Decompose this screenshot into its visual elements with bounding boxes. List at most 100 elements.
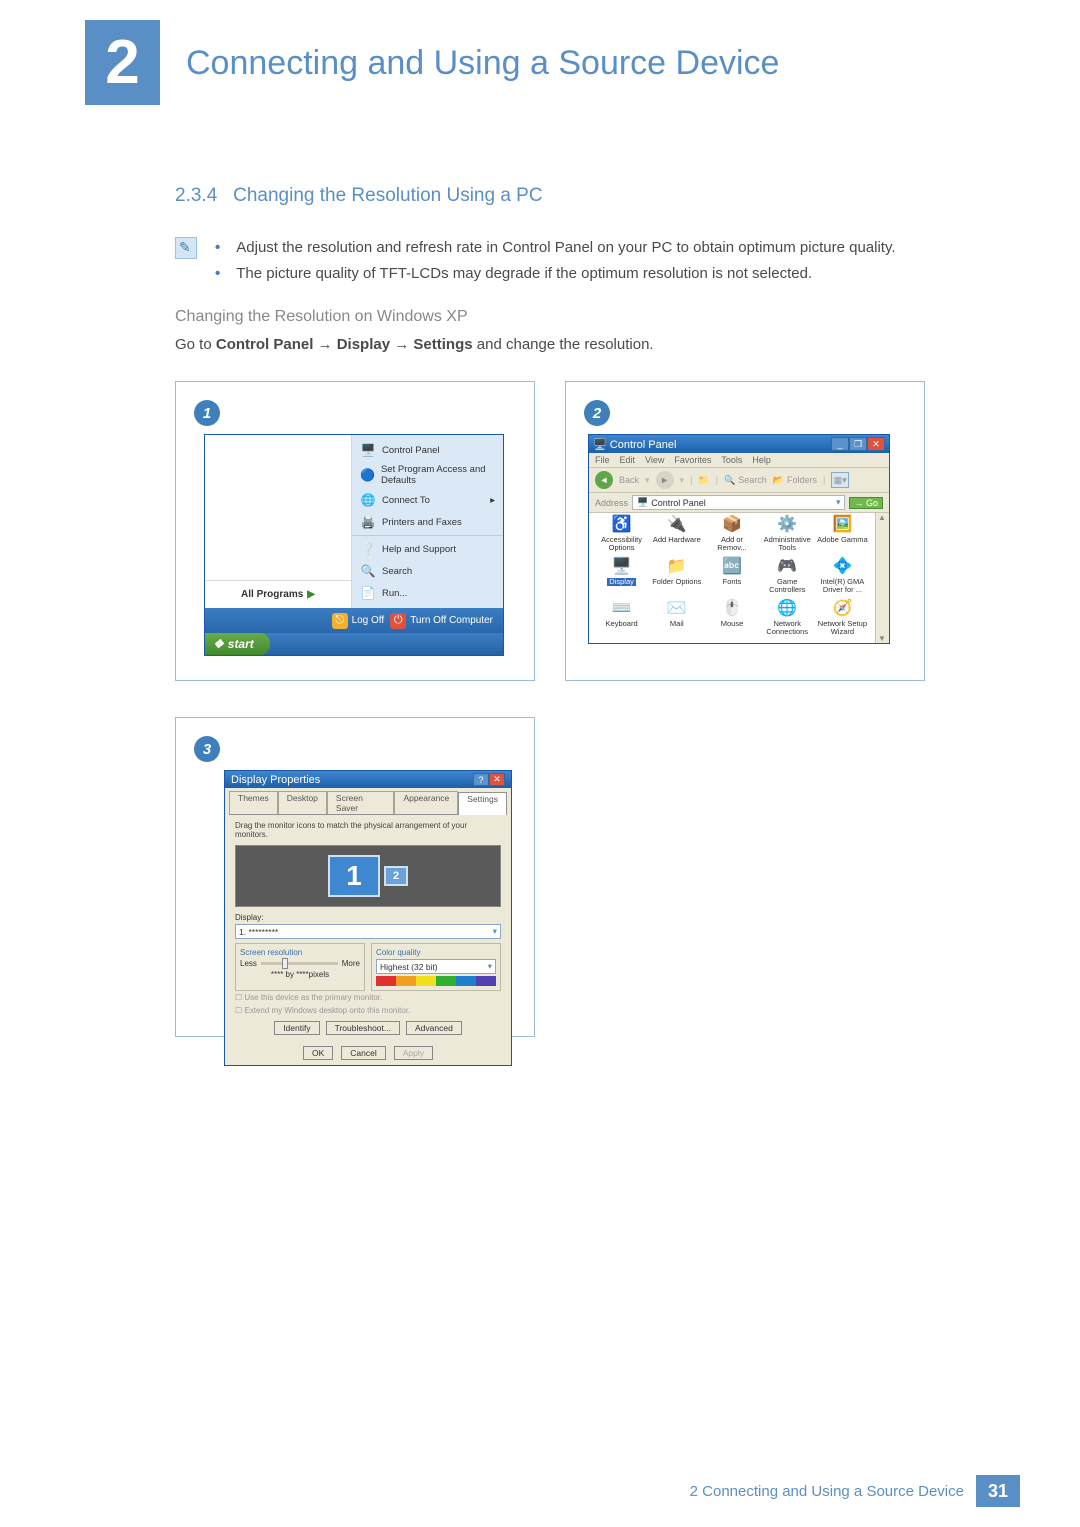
advanced-button[interactable]: Advanced — [406, 1021, 462, 1035]
menu-view[interactable]: View — [645, 455, 664, 465]
cp-item-label: Adobe Gamma — [817, 536, 867, 544]
all-programs-button[interactable]: All Programs ▶ — [205, 580, 351, 608]
control-panel-window: 🖥️ Control Panel _ ❐ ✕ FileEditViewFavor… — [588, 434, 890, 644]
menu-edit[interactable]: Edit — [620, 455, 636, 465]
cp-item[interactable]: 🖥️Display — [595, 559, 648, 599]
tab-settings[interactable]: Settings — [458, 792, 507, 815]
ok-button[interactable]: OK — [303, 1046, 333, 1060]
primary-monitor-checkbox[interactable]: ☐ Use this device as the primary monitor… — [235, 991, 501, 1004]
menu-help[interactable]: Help — [752, 455, 771, 465]
cp-item-icon: 🖼️ — [832, 517, 852, 535]
cp-item[interactable]: 🖱️Mouse — [705, 601, 758, 641]
instruction: Go to Control Panel → Display → Settings… — [175, 336, 970, 353]
menu-file[interactable]: File — [595, 455, 610, 465]
menu-tools[interactable]: Tools — [721, 455, 742, 465]
start-menu-item[interactable]: 🖨️Printers and Faxes — [352, 511, 503, 533]
tab-screen-saver[interactable]: Screen Saver — [327, 791, 395, 814]
cp-item[interactable]: ⚙️Administrative Tools — [761, 517, 814, 557]
start-menu-item[interactable]: ❔Help and Support — [352, 538, 503, 560]
start-menu-item[interactable]: 🖥️Control Panel — [352, 439, 503, 461]
help-button[interactable]: ? — [473, 773, 489, 786]
cp-item-label: Network Connections — [761, 620, 814, 636]
cp-item[interactable]: 🎮Game Controllers — [761, 559, 814, 599]
identify-button[interactable]: Identify — [274, 1021, 319, 1035]
monitor-1[interactable]: 1 — [328, 855, 380, 897]
cp-item[interactable]: 🖼️Adobe Gamma — [816, 517, 869, 557]
troubleshoot-button[interactable]: Troubleshoot... — [326, 1021, 400, 1035]
search-button[interactable]: 🔍Search — [724, 475, 767, 486]
cp-item-icon: 💠 — [832, 559, 852, 577]
cp-item-label: Game Controllers — [761, 578, 814, 594]
cp-item-label: Network Setup Wizard — [816, 620, 869, 636]
start-menu-item[interactable]: 🔵 Set Program Access and Defaults — [352, 461, 503, 489]
menu-favorites[interactable]: Favorites — [674, 455, 711, 465]
monitor-2[interactable]: 2 — [384, 866, 408, 886]
close-button[interactable]: ✕ — [867, 437, 885, 451]
screenshot-2: 2 🖥️ Control Panel _ ❐ ✕ FileEditViewFav… — [565, 381, 925, 681]
cp-item[interactable]: 🧭Network Setup Wizard — [816, 601, 869, 641]
cp-item[interactable]: 💠Intel(R) GMA Driver for ... — [816, 559, 869, 599]
maximize-button[interactable]: ❐ — [849, 437, 867, 451]
address-field[interactable]: 🖥️ Control Panel ▾ — [632, 495, 845, 510]
close-button[interactable]: ✕ — [489, 773, 505, 786]
folders-button[interactable]: 📂Folders — [773, 475, 817, 486]
scrollbar[interactable] — [875, 513, 889, 643]
screenshot-badge-2: 2 — [584, 400, 610, 426]
extend-desktop-checkbox[interactable]: ☐ Extend my Windows desktop onto this mo… — [235, 1004, 501, 1017]
chapter-number-badge: 2 — [85, 20, 160, 105]
menu-item-label: Connect To — [382, 495, 430, 506]
menu-item-label: Printers and Faxes — [382, 517, 462, 528]
menu-item-label: Set Program Access and Defaults — [381, 464, 495, 486]
note-bullet-2: The picture quality of TFT-LCDs may degr… — [236, 261, 812, 287]
color-quality-select[interactable]: Highest (32 bit) ▾ — [376, 959, 496, 974]
menu-item-icon: 🖥️ — [360, 442, 376, 458]
back-button[interactable]: ◄ — [595, 471, 613, 489]
menu-item-icon: 🔵 — [360, 467, 375, 483]
cp-item[interactable]: 📦Add or Remov... — [705, 517, 758, 557]
forward-button[interactable]: ► — [656, 471, 674, 489]
cp-item[interactable]: 📁Folder Options — [650, 559, 703, 599]
cp-item[interactable]: 🌐Network Connections — [761, 601, 814, 641]
cp-item[interactable]: ♿Accessibility Options — [595, 517, 648, 557]
go-button[interactable]: → Go — [849, 497, 883, 509]
cp-item-icon: 🖱️ — [722, 601, 742, 619]
cp-item-label: Accessibility Options — [595, 536, 648, 552]
cp-item-label: Fonts — [723, 578, 742, 586]
cp-item-label: Mouse — [721, 620, 744, 628]
footer-text: 2 Connecting and Using a Source Device — [690, 1483, 964, 1500]
logoff-button[interactable]: ⎋ Log Off — [332, 613, 385, 629]
resolution-slider[interactable]: Less More — [240, 959, 360, 968]
monitor-preview[interactable]: 1 2 — [235, 845, 501, 907]
power-icon: ⏻ — [390, 613, 406, 629]
start-menu-item[interactable]: 🌐Connect To▸ — [352, 489, 503, 511]
cp-item[interactable]: ⌨️Keyboard — [595, 601, 648, 641]
cp-item[interactable]: ✉️Mail — [650, 601, 703, 641]
display-select[interactable]: 1. ********* ▾ — [235, 924, 501, 939]
minimize-button[interactable]: _ — [831, 437, 849, 451]
cp-item-label: Mail — [670, 620, 684, 628]
turnoff-button[interactable]: ⏻ Turn Off Computer — [390, 613, 493, 629]
start-menu-item[interactable]: 🔍Search — [352, 560, 503, 582]
tab-desktop[interactable]: Desktop — [278, 791, 327, 814]
screenshot-3: 3 Display Properties ? ✕ ThemesDesktopSc… — [175, 717, 535, 1037]
tab-themes[interactable]: Themes — [229, 791, 278, 814]
start-menu-item[interactable]: 📄Run... — [352, 582, 503, 604]
cp-item[interactable]: 🔤Fonts — [705, 559, 758, 599]
address-label: Address — [595, 498, 628, 508]
screenshot-badge-3: 3 — [194, 736, 220, 762]
start-menu: All Programs ▶ 🖥️Control Panel 🔵 Set Progr… — [204, 434, 504, 656]
start-button[interactable]: ❖ start — [205, 633, 270, 655]
section-title: Changing the Resolution Using a PC — [233, 185, 542, 206]
up-button[interactable]: 📁 — [698, 475, 709, 486]
cancel-button[interactable]: Cancel — [341, 1046, 385, 1060]
views-button[interactable]: ▦▾ — [831, 472, 849, 488]
apply-button[interactable]: Apply — [394, 1046, 433, 1060]
logoff-icon: ⎋ — [332, 613, 348, 629]
cp-item-label: Intel(R) GMA Driver for ... — [816, 578, 869, 594]
tab-appearance[interactable]: Appearance — [394, 791, 458, 814]
display-properties-window: Display Properties ? ✕ ThemesDesktopScre… — [224, 770, 512, 1066]
cp-item[interactable]: 🔌Add Hardware — [650, 517, 703, 557]
menu-item-icon: 🌐 — [360, 492, 376, 508]
note-bullet-1: Adjust the resolution and refresh rate i… — [236, 235, 895, 261]
address-bar: Address 🖥️ Control Panel ▾ → Go — [589, 493, 889, 513]
